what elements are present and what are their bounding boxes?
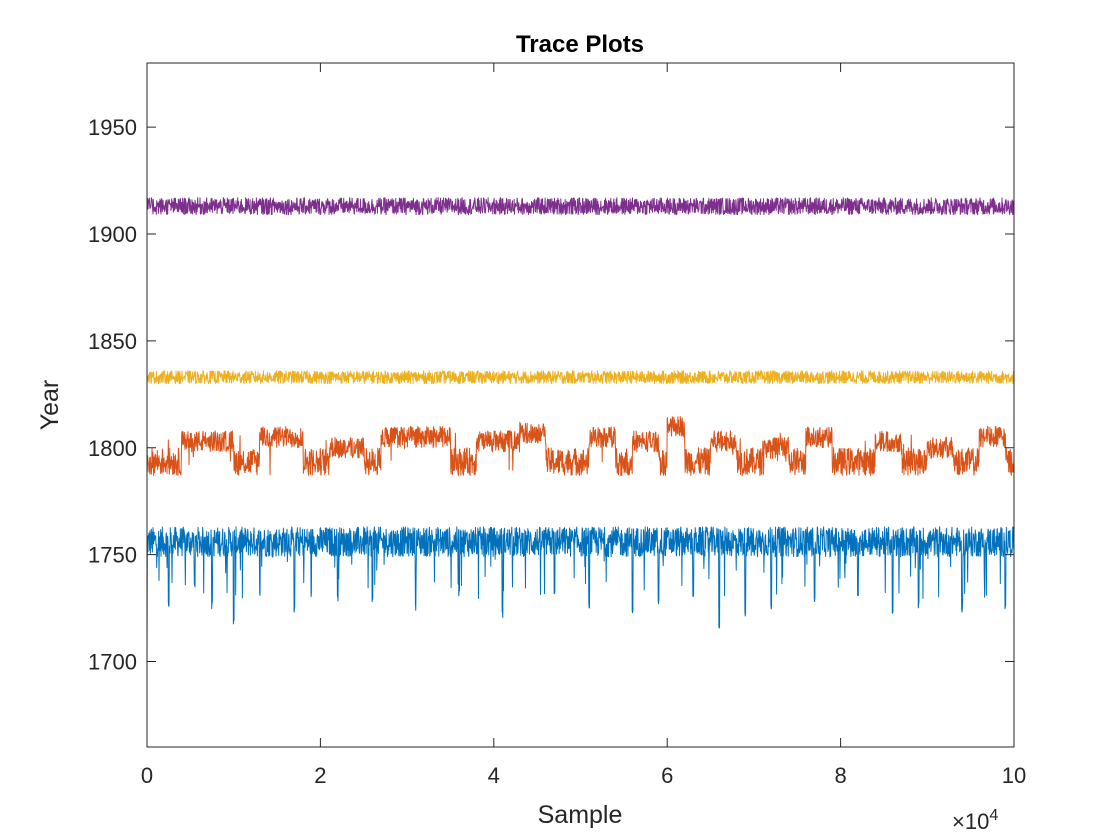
y-tick-label: 1750 xyxy=(88,543,137,568)
series-line-3 xyxy=(146,370,1015,385)
series-line-2 xyxy=(146,416,1015,477)
y-tick-label: 1850 xyxy=(88,329,137,354)
y-axis-label: Year xyxy=(36,380,64,431)
series-layer xyxy=(146,197,1015,662)
axes-box xyxy=(146,62,1015,748)
x-tick-label: 6 xyxy=(661,763,673,788)
y-ticks: 1700 1750 1800 1850 1900 1950 xyxy=(88,115,1014,675)
x-axis-label: Sample xyxy=(538,801,623,829)
x-tick-label: 0 xyxy=(141,763,153,788)
x-tick-label: 8 xyxy=(834,763,846,788)
y-tick-label: 1900 xyxy=(88,222,137,247)
y-tick-label: 1800 xyxy=(88,436,137,461)
chart-title: Trace Plots xyxy=(516,31,644,58)
plot-area xyxy=(147,63,1014,747)
y-tick-label: 1950 xyxy=(88,115,137,140)
series-line-4 xyxy=(146,197,1015,216)
x-tick-label: 4 xyxy=(488,763,500,788)
x-tick-label: 2 xyxy=(314,763,326,788)
series-line-1 xyxy=(146,526,1015,662)
x-exponent-label: ×104 xyxy=(952,807,998,834)
x-tick-label: 10 xyxy=(1002,763,1026,788)
y-tick-label: 1700 xyxy=(88,650,137,675)
x-ticks: 0 2 4 6 8 10 xyxy=(141,63,1026,788)
